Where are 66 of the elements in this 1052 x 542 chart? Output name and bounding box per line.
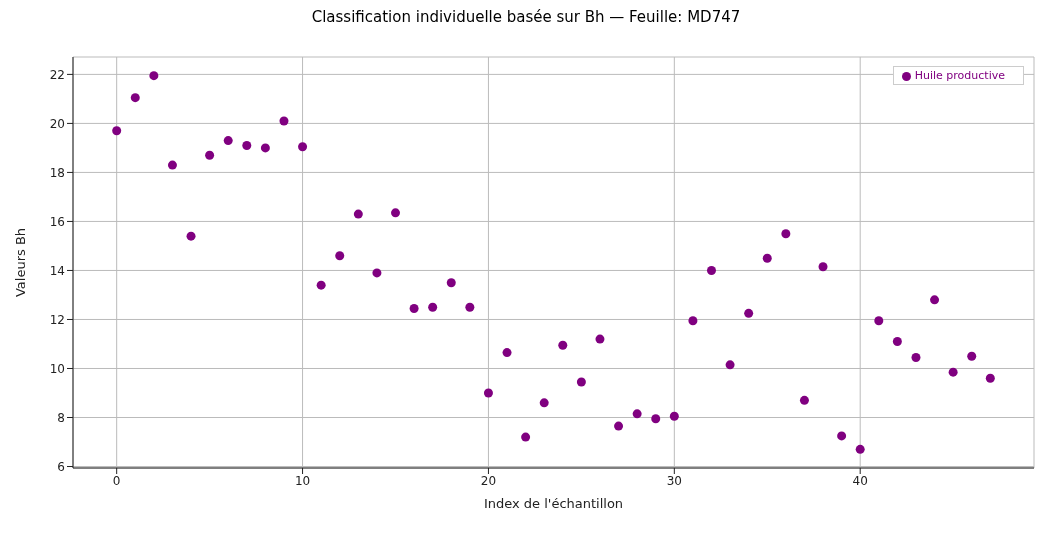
point	[948, 367, 958, 377]
legend-label: Huile productive	[914, 69, 1005, 82]
point	[632, 409, 642, 419]
point	[521, 432, 531, 442]
x-tick-label: 20	[480, 473, 497, 488]
point	[744, 308, 754, 318]
point	[688, 316, 698, 326]
point	[725, 360, 735, 370]
point	[502, 348, 512, 358]
point	[409, 303, 419, 313]
point	[167, 160, 177, 170]
point	[465, 302, 475, 312]
point	[316, 280, 326, 290]
point	[781, 229, 791, 239]
point	[911, 352, 921, 362]
point	[298, 142, 308, 152]
point	[242, 140, 252, 150]
point	[874, 316, 884, 326]
point	[372, 268, 382, 278]
y-tick-label: 10	[49, 361, 65, 376]
y-tick-label: 20	[49, 116, 65, 131]
point	[205, 150, 215, 160]
point	[669, 411, 679, 421]
point	[353, 209, 363, 219]
point	[892, 337, 902, 347]
y-tick-label: 12	[49, 312, 65, 327]
point	[149, 71, 159, 81]
point	[614, 421, 624, 431]
point	[967, 351, 977, 361]
point	[279, 116, 289, 126]
point	[558, 340, 568, 350]
point	[428, 302, 438, 312]
x-tick-label: 30	[666, 473, 682, 488]
point	[576, 377, 586, 387]
point	[223, 136, 233, 146]
point	[260, 143, 270, 153]
point	[651, 414, 661, 424]
point	[335, 251, 345, 261]
point	[762, 253, 772, 263]
y-tick-label: 6	[57, 459, 65, 474]
y-tick-label: 14	[49, 263, 65, 278]
point	[985, 373, 995, 383]
y-axis-title: Valeurs Bh	[12, 227, 28, 298]
point	[818, 262, 828, 272]
y-tick-label: 8	[57, 410, 65, 425]
point	[855, 444, 865, 454]
y-tick-label: 18	[49, 165, 65, 180]
x-tick-label: 10	[294, 473, 311, 488]
point	[391, 208, 400, 218]
point	[930, 295, 940, 305]
chart-title: Classification individuelle basée sur Bh — Feuille: MD747	[310, 8, 742, 28]
x-tick-label: 0	[112, 473, 121, 488]
y-tick-label: 22	[49, 67, 65, 82]
point	[446, 278, 456, 288]
point	[539, 398, 549, 408]
point	[707, 265, 716, 275]
point	[799, 395, 809, 405]
point	[112, 126, 122, 136]
point	[186, 231, 196, 241]
point	[130, 93, 140, 103]
point	[837, 431, 847, 441]
point	[595, 334, 605, 344]
y-tick-label: 16	[49, 214, 65, 229]
point	[483, 388, 493, 398]
x-tick-label: 40	[852, 473, 868, 488]
x-axis-title: Index de l'échantillon	[483, 496, 624, 511]
